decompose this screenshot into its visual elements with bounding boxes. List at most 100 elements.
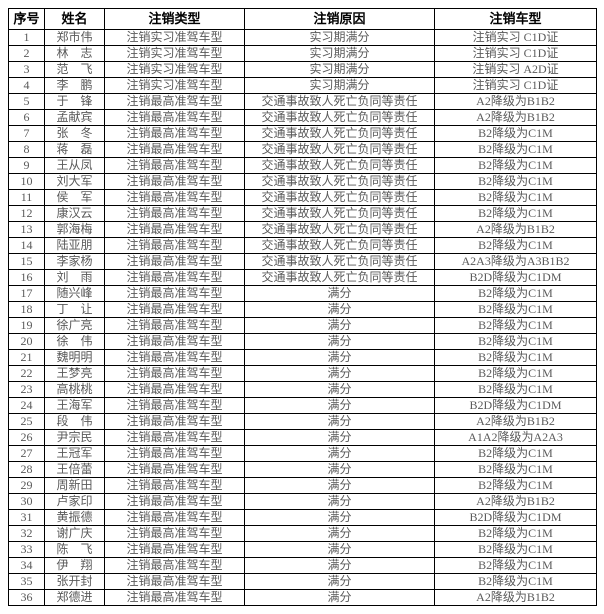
cell-name: 郑市伟 <box>45 30 105 46</box>
cell-model: A2降级为B1B2 <box>435 94 597 110</box>
cell-type: 注销最高准驾车型 <box>105 94 245 110</box>
cell-name: 李家杨 <box>45 254 105 270</box>
table-row: 30卢家印注销最高准驾车型满分A2降级为B1B2 <box>9 494 597 510</box>
table-row: 31黄振德注销最高准驾车型满分B2D降级为C1DM <box>9 510 597 526</box>
cell-index: 10 <box>9 174 45 190</box>
cell-type: 注销最高准驾车型 <box>105 110 245 126</box>
table-row: 7张 冬注销最高准驾车型交通事故致人死亡负同等责任B2降级为C1M <box>9 126 597 142</box>
cell-reason: 交通事故致人死亡负同等责任 <box>245 190 435 206</box>
table-row: 19徐广亮注销最高准驾车型满分B2降级为C1M <box>9 318 597 334</box>
cell-type: 注销最高准驾车型 <box>105 414 245 430</box>
cancellation-table: 序号 姓名 注销类型 注销原因 注销车型 1郑市伟注销实习准驾车型实习期满分注销… <box>8 8 597 606</box>
table-row: 2林 志注销实习准驾车型实习期满分注销实习 C1D证 <box>9 46 597 62</box>
cell-index: 23 <box>9 382 45 398</box>
cell-name: 刘 雨 <box>45 270 105 286</box>
cell-model: B2降级为C1M <box>435 286 597 302</box>
cell-reason: 满分 <box>245 462 435 478</box>
cell-name: 王梦亮 <box>45 366 105 382</box>
table-row: 18丁 让注销最高准驾车型满分B2降级为C1M <box>9 302 597 318</box>
table-row: 9王从凤注销最高准驾车型交通事故致人死亡负同等责任B2降级为C1M <box>9 158 597 174</box>
cell-type: 注销最高准驾车型 <box>105 286 245 302</box>
cell-name: 李 鹏 <box>45 78 105 94</box>
cell-type: 注销最高准驾车型 <box>105 254 245 270</box>
cell-index: 1 <box>9 30 45 46</box>
cell-index: 34 <box>9 558 45 574</box>
cell-index: 29 <box>9 478 45 494</box>
cell-index: 33 <box>9 542 45 558</box>
cell-reason: 满分 <box>245 286 435 302</box>
cell-reason: 交通事故致人死亡负同等责任 <box>245 94 435 110</box>
cell-name: 王从凤 <box>45 158 105 174</box>
table-row: 8蒋 磊注销最高准驾车型交通事故致人死亡负同等责任B2降级为C1M <box>9 142 597 158</box>
cell-index: 9 <box>9 158 45 174</box>
cell-reason: 交通事故致人死亡负同等责任 <box>245 110 435 126</box>
col-model: 注销车型 <box>435 9 597 30</box>
col-index: 序号 <box>9 9 45 30</box>
cell-reason: 实习期满分 <box>245 78 435 94</box>
cell-index: 8 <box>9 142 45 158</box>
cell-reason: 交通事故致人死亡负同等责任 <box>245 238 435 254</box>
cell-type: 注销实习准驾车型 <box>105 30 245 46</box>
cell-name: 侯 军 <box>45 190 105 206</box>
cell-model: B2降级为C1M <box>435 526 597 542</box>
cell-type: 注销最高准驾车型 <box>105 142 245 158</box>
cell-reason: 交通事故致人死亡负同等责任 <box>245 206 435 222</box>
cell-model: A2降级为B1B2 <box>435 590 597 606</box>
col-type: 注销类型 <box>105 9 245 30</box>
cell-name: 卢家印 <box>45 494 105 510</box>
cell-model: B2降级为C1M <box>435 158 597 174</box>
cell-index: 22 <box>9 366 45 382</box>
cell-model: 注销实习 C1D证 <box>435 46 597 62</box>
cell-type: 注销最高准驾车型 <box>105 382 245 398</box>
cell-model: B2D降级为C1DM <box>435 270 597 286</box>
cell-reason: 满分 <box>245 558 435 574</box>
table-row: 13郭海梅注销最高准驾车型交通事故致人死亡负同等责任A2降级为B1B2 <box>9 222 597 238</box>
cell-name: 范 飞 <box>45 62 105 78</box>
table-row: 12康汉云注销最高准驾车型交通事故致人死亡负同等责任B2降级为C1M <box>9 206 597 222</box>
cell-index: 13 <box>9 222 45 238</box>
table-row: 10刘大军注销最高准驾车型交通事故致人死亡负同等责任B2降级为C1M <box>9 174 597 190</box>
cell-model: B2降级为C1M <box>435 574 597 590</box>
cell-type: 注销最高准驾车型 <box>105 446 245 462</box>
cell-index: 18 <box>9 302 45 318</box>
cell-model: B2降级为C1M <box>435 382 597 398</box>
table-row: 28王倍蕾注销最高准驾车型满分B2降级为C1M <box>9 462 597 478</box>
cell-name: 蒋 磊 <box>45 142 105 158</box>
cell-model: B2降级为C1M <box>435 318 597 334</box>
cell-name: 尹宗民 <box>45 430 105 446</box>
cell-model: B2D降级为C1DM <box>435 398 597 414</box>
cell-index: 26 <box>9 430 45 446</box>
cell-name: 伊 翔 <box>45 558 105 574</box>
cell-name: 谢广庆 <box>45 526 105 542</box>
table-row: 34伊 翔注销最高准驾车型满分B2降级为C1M <box>9 558 597 574</box>
cell-name: 陈 飞 <box>45 542 105 558</box>
cell-type: 注销最高准驾车型 <box>105 542 245 558</box>
cell-reason: 实习期满分 <box>245 30 435 46</box>
cell-type: 注销最高准驾车型 <box>105 526 245 542</box>
cell-type: 注销最高准驾车型 <box>105 510 245 526</box>
cell-index: 3 <box>9 62 45 78</box>
table-row: 36郑德进注销最高准驾车型满分A2降级为B1B2 <box>9 590 597 606</box>
cell-reason: 实习期满分 <box>245 62 435 78</box>
cell-type: 注销最高准驾车型 <box>105 494 245 510</box>
cell-reason: 满分 <box>245 478 435 494</box>
cell-model: A1A2降级为A2A3 <box>435 430 597 446</box>
cell-name: 张开封 <box>45 574 105 590</box>
cell-type: 注销最高准驾车型 <box>105 350 245 366</box>
cell-index: 6 <box>9 110 45 126</box>
cell-index: 25 <box>9 414 45 430</box>
cell-model: B2降级为C1M <box>435 366 597 382</box>
cell-type: 注销最高准驾车型 <box>105 158 245 174</box>
cell-reason: 满分 <box>245 366 435 382</box>
cell-index: 16 <box>9 270 45 286</box>
table-row: 23高桃桃注销最高准驾车型满分B2降级为C1M <box>9 382 597 398</box>
cell-name: 高桃桃 <box>45 382 105 398</box>
cell-index: 19 <box>9 318 45 334</box>
cell-reason: 交通事故致人死亡负同等责任 <box>245 158 435 174</box>
cell-index: 35 <box>9 574 45 590</box>
col-reason: 注销原因 <box>245 9 435 30</box>
cell-reason: 满分 <box>245 318 435 334</box>
cell-model: B2降级为C1M <box>435 462 597 478</box>
table-row: 21魏明明注销最高准驾车型满分B2降级为C1M <box>9 350 597 366</box>
cell-type: 注销最高准驾车型 <box>105 398 245 414</box>
